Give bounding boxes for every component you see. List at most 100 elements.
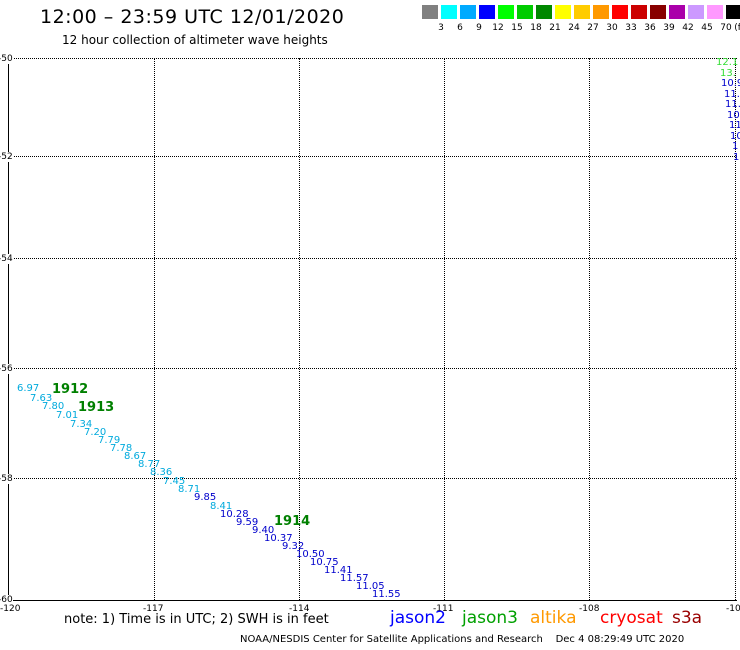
- color-swatch: [650, 5, 666, 19]
- color-swatch: [669, 5, 685, 19]
- wave-height-value: 7.63: [30, 393, 53, 404]
- color-swatch: [441, 5, 457, 19]
- color-swatch: [460, 5, 476, 19]
- agency-name: NOAA/NESDIS Center for Satellite Applica…: [240, 634, 543, 645]
- color-swatch: [574, 5, 590, 19]
- y-tick-label: -52: [0, 152, 13, 162]
- color-swatch: [631, 5, 647, 19]
- x-tick-label: -105: [726, 604, 740, 614]
- wave-height-value: 7.20: [84, 427, 107, 438]
- scale-label: 18: [530, 23, 542, 33]
- color-swatch: [422, 5, 438, 19]
- grid-line: [9, 368, 737, 369]
- scale-label: 27: [587, 23, 599, 33]
- color-swatch: [479, 5, 495, 19]
- x-tick-label: -111: [433, 604, 454, 614]
- scale-label: 9: [476, 23, 482, 33]
- wave-height-value: 10.50: [296, 549, 325, 560]
- scale-label: 15: [511, 23, 523, 33]
- wave-height-value: 10.9: [721, 78, 740, 89]
- scale-label: 12: [492, 23, 504, 33]
- scale-label: 36: [644, 23, 656, 33]
- wave-height-value: 11.57: [340, 573, 369, 584]
- wave-height-value: 11: [729, 120, 740, 131]
- wave-height-value: 7.45: [163, 476, 186, 487]
- scale-label: 42: [682, 23, 694, 33]
- grid-line: [9, 478, 737, 479]
- grid-line: [154, 58, 155, 600]
- wave-height-value: 8.67: [124, 451, 147, 462]
- scale-label: 6: [457, 23, 463, 33]
- color-swatch: [555, 5, 571, 19]
- legend-jason2: jason2: [390, 608, 446, 628]
- wave-height-value: 1: [732, 141, 739, 152]
- wave-height-value: 8.71: [178, 484, 201, 495]
- grid-line: [9, 156, 737, 157]
- wave-height-value: 10.75: [310, 557, 339, 568]
- scale-label: 45: [701, 23, 713, 33]
- color-swatch: [593, 5, 609, 19]
- grid-line: [589, 58, 590, 600]
- x-tick-label: -117: [143, 604, 164, 614]
- wave-height-value: 7.79: [98, 435, 121, 446]
- color-swatch: [612, 5, 628, 19]
- map-plot: [8, 58, 737, 601]
- generated-timestamp: Dec 4 08:29:49 UTC 2020: [555, 634, 685, 645]
- wave-height-value: 10: [730, 130, 740, 142]
- wave-height-value: 1: [733, 151, 740, 163]
- wave-height-value: 10.28: [220, 509, 249, 520]
- scale-label: 33: [625, 23, 637, 33]
- grid-line: [735, 58, 736, 600]
- scale-unit: (ft): [734, 23, 740, 33]
- wave-height-value: 9.85: [194, 492, 217, 503]
- grid-line: [299, 58, 300, 600]
- legend-jason3: jason3: [462, 608, 518, 628]
- wave-height-value: 11.: [724, 88, 740, 100]
- wave-height-value: 7.34: [70, 419, 93, 430]
- color-swatch: [688, 5, 704, 19]
- wave-height-value: 9.40: [252, 525, 275, 536]
- y-tick-label: -54: [0, 254, 13, 264]
- x-tick-label: -108: [579, 604, 600, 614]
- color-swatch: [707, 5, 723, 19]
- wave-height-value: 7.01: [56, 410, 79, 421]
- wave-height-value: 9.32: [282, 541, 305, 552]
- wave-height-value: 7.80: [42, 401, 65, 412]
- y-tick-label: -60: [0, 595, 13, 605]
- legend-s3a: s3a: [672, 608, 703, 628]
- wave-height-value: 9.59: [236, 517, 259, 528]
- wave-height-value: 7.78: [110, 443, 133, 454]
- wave-height-value: 10.: [727, 109, 740, 121]
- scale-label: 39: [663, 23, 675, 33]
- grid-line: [9, 258, 737, 259]
- page-subtitle: 12 hour collection of altimeter wave hei…: [62, 33, 328, 47]
- y-tick-label: -56: [0, 364, 13, 374]
- y-tick-label: -50: [0, 54, 13, 64]
- pass-number: 1913: [78, 400, 115, 415]
- color-swatch: [536, 5, 552, 19]
- legend-altika: altika: [530, 608, 577, 628]
- page-title: 12:00 – 23:59 UTC 12/01/2020: [40, 6, 345, 28]
- wave-height-value: 11.: [725, 99, 740, 110]
- pass-number: 1914: [274, 514, 311, 529]
- scale-label: 21: [549, 23, 561, 33]
- scale-label: 30: [606, 23, 618, 33]
- legend-cryosat: cryosat: [600, 608, 663, 628]
- pass-number: 1912: [52, 382, 89, 397]
- scale-label: 3: [438, 23, 444, 33]
- scale-label: 24: [568, 23, 580, 33]
- wave-height-value: 8.41: [210, 501, 233, 512]
- y-tick-label: -58: [0, 474, 13, 484]
- wave-height-value: 6.97: [17, 383, 40, 394]
- color-swatch: [726, 5, 740, 19]
- color-swatch: [498, 5, 514, 19]
- wave-height-value: 11.05: [356, 581, 385, 592]
- wave-height-value: 8.36: [150, 467, 173, 478]
- wave-height-value: 12.1: [716, 57, 739, 68]
- scale-label: 70: [720, 23, 732, 33]
- wave-height-value: 8.77: [138, 459, 161, 470]
- footer-credit: NOAA/NESDIS Center for Satellite Applica…: [240, 634, 684, 645]
- wave-height-value: 11.41: [324, 565, 353, 576]
- wave-height-value: 11.55: [372, 589, 401, 600]
- wave-height-value: 13.: [720, 67, 736, 79]
